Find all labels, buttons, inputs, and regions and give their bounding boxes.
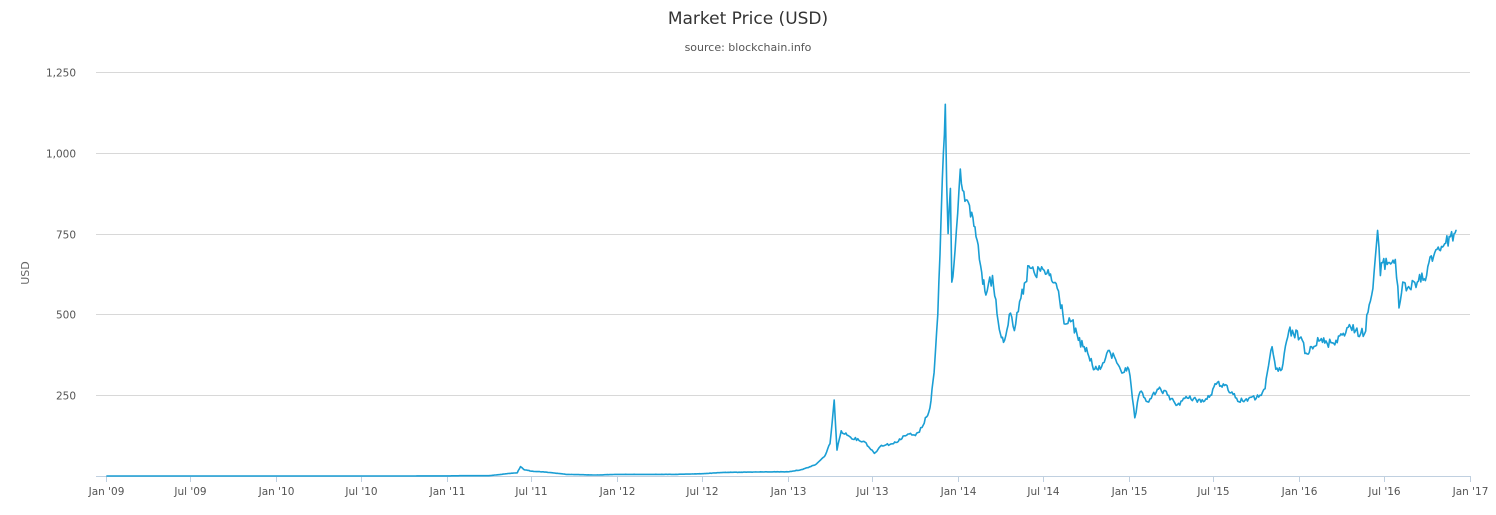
x-tick-label: Jan '12: [599, 486, 636, 498]
y-axis-ticks: 250 500 750 1,000 1,250: [46, 68, 76, 403]
y-axis-label: USD: [19, 261, 32, 285]
chart-subtitle: source: blockchain.info: [685, 41, 812, 54]
y-tick-label: 1,250: [46, 68, 76, 80]
x-tick-label: Jan '10: [258, 486, 295, 498]
x-tick-label: Jan '14: [940, 486, 977, 498]
y-tick-label: 250: [56, 391, 76, 403]
x-tick-label: Jul '16: [1367, 486, 1401, 498]
x-tick-label: Jul '14: [1026, 486, 1060, 498]
grid-lines: [96, 72, 1470, 396]
x-tick-label: Jan '15: [1111, 486, 1148, 498]
x-tick-label: Jul '09: [173, 486, 206, 498]
chart-title: Market Price (USD): [668, 9, 828, 29]
x-axis-ticks: Jan '09 Jul '09 Jan '10 Jul '10 Jan '11 Jul '…: [88, 476, 1489, 498]
y-tick-label: 500: [56, 310, 76, 322]
y-tick-label: 750: [56, 230, 76, 242]
x-tick-label: Jan '17: [1452, 486, 1489, 498]
x-tick-label: Jan '11: [429, 486, 466, 498]
x-tick-label: Jan '16: [1281, 486, 1318, 498]
series-line-market-price: [106, 103, 1457, 477]
x-tick-label: Jan '09: [88, 486, 125, 498]
y-tick-label: 1,000: [46, 149, 76, 161]
x-tick-label: Jul '11: [514, 486, 547, 498]
x-tick-label: Jul '13: [855, 486, 888, 498]
x-tick-label: Jul '10: [344, 486, 377, 498]
x-tick-label: Jul '15: [1196, 486, 1229, 498]
x-tick-label: Jan '13: [770, 486, 807, 498]
x-tick-label: Jul '12: [685, 486, 718, 498]
